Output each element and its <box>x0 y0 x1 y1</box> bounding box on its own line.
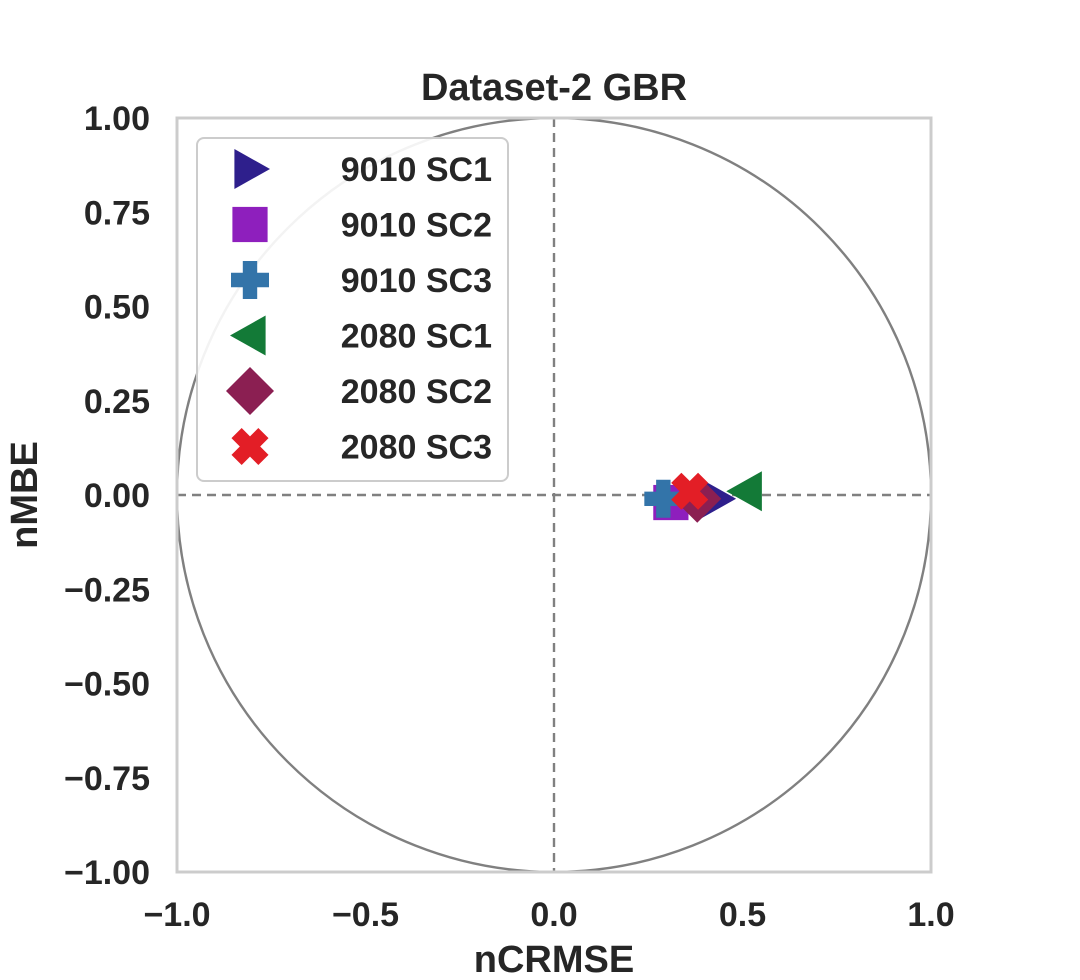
legend-label: 2080 SC1 <box>341 318 492 356</box>
plot-area <box>175 116 933 874</box>
legend-label: 9010 SC2 <box>341 207 492 245</box>
x-tick-label: 1.0 <box>907 896 954 934</box>
legend-triangle-left-marker <box>230 315 266 356</box>
y-axis-label: nMBE <box>4 441 46 549</box>
data-point-plus-marker <box>644 479 683 518</box>
data-point-triangle-left-marker <box>726 471 762 512</box>
x-axis-label: nCRMSE <box>474 939 634 980</box>
data-markers <box>644 471 762 523</box>
legend-triangle-right-marker <box>234 149 270 189</box>
legend-plus-marker <box>231 261 269 299</box>
chart-title: Dataset-2 GBR <box>421 67 687 109</box>
legend-label: 2080 SC3 <box>341 429 492 467</box>
reference-lines <box>177 118 931 872</box>
y-tick-label: 0.25 <box>84 383 150 421</box>
y-tick-label: 0.50 <box>84 289 150 327</box>
legend-diamond-marker <box>226 367 274 415</box>
legend-label: 2080 SC2 <box>341 373 492 411</box>
legend-x-marker <box>231 427 269 466</box>
x-tick-label: −0.5 <box>332 896 399 934</box>
y-tick-label: 1.00 <box>84 100 150 138</box>
y-tick-label: −0.75 <box>64 760 150 798</box>
y-tick-label: 0.00 <box>84 477 150 515</box>
y-tick-label: −1.00 <box>64 854 150 892</box>
data-point-x-marker <box>671 472 709 510</box>
legend-label: 9010 SC1 <box>341 151 492 189</box>
legend-frame <box>196 137 509 482</box>
legend: 9010 SC1 9010 SC2 9010 SC3 2080 SC1 2080 SC2… <box>196 137 509 482</box>
x-tick-label: −1.0 <box>143 896 210 934</box>
x-axis-ticks: −1.0 −0.5 0.0 0.5 1.0 <box>143 896 954 934</box>
plot-frame <box>175 116 933 874</box>
legend-square-marker <box>232 206 268 243</box>
y-tick-label: 0.75 <box>84 194 150 232</box>
y-axis-ticks: 1.00 0.75 0.50 0.25 0.00 −0.25 −0.50 −0.75 −1.00 <box>64 100 150 892</box>
x-tick-label: 0.5 <box>719 896 766 934</box>
y-tick-label: −0.50 <box>64 666 150 704</box>
x-tick-label: 0.0 <box>530 896 577 934</box>
legend-label: 9010 SC3 <box>341 262 492 300</box>
y-tick-label: −0.25 <box>64 571 150 609</box>
